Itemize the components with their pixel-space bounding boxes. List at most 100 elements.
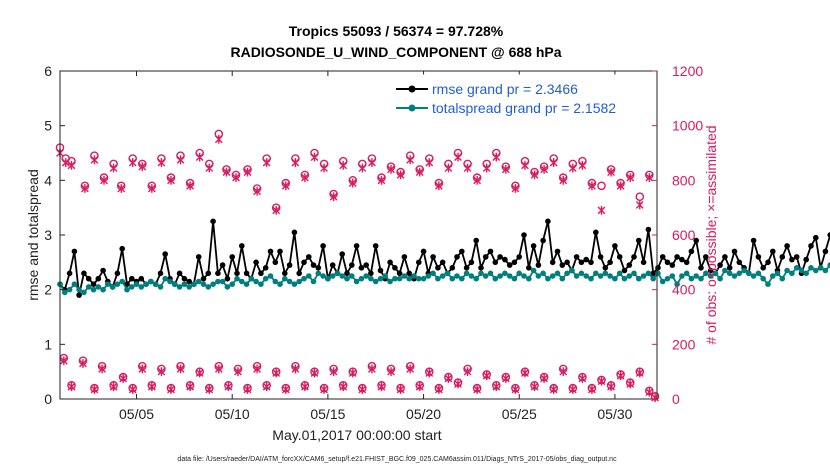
rmse-point (301, 259, 307, 266)
obs-assimilated-marker (406, 155, 415, 165)
obs-assimilated-marker (147, 382, 156, 392)
obs-assimilated-marker (243, 167, 252, 177)
rmse-point (722, 254, 728, 260)
rmse-point (329, 262, 336, 268)
obs-assimilated-marker (253, 186, 261, 196)
obs-assimilated-marker (109, 163, 118, 173)
obs-assimilated-marker (444, 374, 453, 383)
totalspread-point (353, 278, 360, 285)
rmse-point (516, 254, 522, 260)
rmse-point (224, 275, 231, 282)
rmse-point (482, 254, 489, 260)
totalspread-point (717, 275, 723, 282)
obs-assimilated-marker (186, 181, 195, 191)
totalspread-point (229, 281, 235, 288)
rmse-point (679, 256, 685, 263)
obs-assimilated-marker (482, 371, 491, 381)
obs-assimilated-marker (205, 163, 214, 173)
rmse-point (502, 256, 508, 263)
totalspread-point (195, 278, 202, 285)
rmse-point (416, 259, 422, 266)
obs-assimilated-marker (67, 382, 76, 392)
totalspread-point (803, 270, 809, 277)
obs-assimilated-marker (222, 167, 231, 177)
obs-assimilated-marker (463, 163, 472, 173)
rmse-point (71, 248, 78, 255)
rmse-point (95, 275, 102, 282)
totalspread-point (784, 267, 790, 274)
totalspread-point (545, 275, 551, 282)
obs-assimilated-marker (559, 175, 568, 185)
rmse-point (540, 237, 546, 244)
totalspread-point (760, 275, 766, 282)
totalspread-point (636, 275, 642, 282)
rmse-point (478, 265, 484, 271)
totalspread-point (176, 284, 183, 290)
obs-assimilated-marker (329, 367, 338, 377)
totalspread-point (698, 275, 704, 282)
rmse-point (459, 248, 465, 255)
rmse-point (636, 237, 642, 244)
totalspread-point (425, 273, 432, 279)
rmse-point (176, 270, 183, 277)
rmse-point (181, 275, 188, 282)
totalspread-point (191, 281, 197, 288)
totalspread-point (707, 273, 714, 279)
totalspread-point (406, 275, 413, 282)
y-left-tick-label: 4 (44, 172, 52, 188)
obs-assimilated-marker (234, 367, 242, 377)
rmse-point (588, 259, 594, 266)
rmse-point (487, 248, 494, 255)
obs-assimilated-marker (329, 192, 338, 202)
rmse-point (119, 245, 125, 252)
legend-rmse-marker (408, 85, 416, 93)
rmse-point (81, 270, 87, 277)
rmse-point (195, 254, 202, 260)
obs-assimilated-marker (310, 368, 319, 378)
totalspread-point (119, 278, 125, 285)
rmse-point (200, 275, 207, 282)
rmse-point (559, 262, 566, 268)
totalspread-point (583, 273, 589, 279)
totalspread-point (741, 267, 747, 274)
totalspread-point (62, 289, 68, 296)
totalspread-point (626, 273, 633, 279)
totalspread-point (459, 275, 465, 282)
totalspread-point (105, 281, 111, 288)
totalspread-point (325, 275, 331, 282)
totalspread-point (181, 281, 188, 288)
totalspread-point (645, 270, 652, 277)
x-tick-label: 05/15 (310, 406, 345, 422)
rmse-point (506, 262, 513, 268)
y-right-tick-label: 600 (672, 227, 696, 243)
obs-assimilated-marker (521, 368, 529, 378)
rmse-point (392, 265, 398, 271)
totalspread-point (382, 273, 389, 279)
totalspread-point (640, 273, 647, 279)
totalspread-point (817, 265, 824, 271)
totalspread-point (133, 281, 140, 288)
rmse-point (344, 270, 350, 277)
obs-assimilated-marker (320, 385, 328, 394)
rmse-point (396, 270, 403, 277)
obs-count-markers (55, 129, 660, 403)
rmse-point (793, 254, 800, 260)
rmse-point (808, 243, 814, 249)
obs-assimilated-marker (301, 382, 309, 392)
rmse-point (129, 275, 135, 282)
rmse-point (779, 254, 786, 260)
obs-assimilated-marker (501, 165, 510, 174)
obs-assimilated-marker (67, 160, 76, 170)
obs-assimilated-marker (367, 364, 376, 374)
rmse-point (310, 262, 317, 268)
totalspread-point (789, 270, 795, 277)
rmse-point (530, 243, 537, 249)
rmse-point (239, 243, 245, 249)
totalspread-point (71, 281, 78, 288)
rmse-point (693, 237, 699, 244)
obs-assimilated-marker (511, 184, 520, 193)
obs-assimilated-marker (454, 379, 462, 389)
obs-assimilated-marker (339, 382, 348, 392)
totalspread-point (506, 273, 513, 279)
totalspread-point (396, 275, 403, 282)
